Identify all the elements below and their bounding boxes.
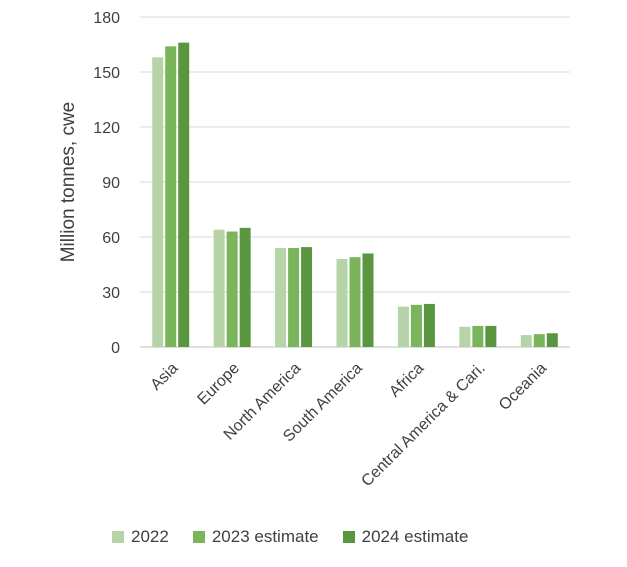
legend-swatch <box>192 531 205 543</box>
bar-2022-5 <box>459 326 471 347</box>
bar-2024-estimate-4 <box>423 303 435 347</box>
bar-2023-estimate-3 <box>349 257 361 347</box>
y-tick-label: 180 <box>93 10 120 27</box>
bar-2024-estimate-3 <box>362 253 374 347</box>
x-category-label: Central America & Cari. <box>358 360 488 490</box>
legend-label: 2022 <box>131 527 169 546</box>
x-category-label: Oceania <box>496 360 550 414</box>
bar-2024-estimate-5 <box>485 325 497 347</box>
legend-swatch <box>342 531 355 543</box>
y-tick-label: 30 <box>102 285 120 302</box>
legend-label: 2024 estimate <box>361 527 469 546</box>
bar-2023-estimate-2 <box>288 248 300 347</box>
bar-2022-2 <box>275 248 287 347</box>
bar-2023-estimate-1 <box>226 231 238 347</box>
y-tick-label: 60 <box>102 230 120 247</box>
bar-2023-estimate-6 <box>533 334 545 347</box>
y-tick-label: 0 <box>111 340 120 357</box>
legend-item: 2023 estimate <box>192 527 319 547</box>
legend-item: 2024 estimate <box>342 527 469 547</box>
legend-swatch <box>112 531 124 543</box>
y-tick-labels: 0 30 60 90 120 150 180 <box>93 10 120 357</box>
y-tick-label: 90 <box>102 175 120 192</box>
bar-2022-1 <box>213 229 225 347</box>
bar-2024-estimate-2 <box>301 247 313 347</box>
bars <box>152 42 558 348</box>
gridlines <box>140 16 570 348</box>
bar-2022-4 <box>397 306 409 347</box>
bar-2024-estimate-0 <box>178 42 190 348</box>
bar-2024-estimate-1 <box>239 227 251 347</box>
bar-2022-6 <box>520 335 532 347</box>
bar-2023-estimate-5 <box>472 325 484 347</box>
y-tick-label: 150 <box>93 65 120 82</box>
x-category-label: Asia <box>148 360 182 394</box>
bar-2024-estimate-6 <box>546 333 558 347</box>
bar-2022-3 <box>336 259 348 347</box>
x-category-label: Africa <box>386 360 427 401</box>
y-tick-label: 120 <box>93 120 120 137</box>
bar-2023-estimate-4 <box>410 304 422 347</box>
legend-label: 2023 estimate <box>211 527 319 546</box>
y-axis-title: Million tonnes, cwe <box>58 102 79 263</box>
legend-item: 2022 <box>112 527 169 547</box>
bar-2023-estimate-0 <box>165 46 177 347</box>
bar-2022-0 <box>152 57 164 347</box>
x-category-label: Europe <box>194 360 243 409</box>
legend: 2022 2023 estimate 2024 estimate <box>112 526 492 548</box>
